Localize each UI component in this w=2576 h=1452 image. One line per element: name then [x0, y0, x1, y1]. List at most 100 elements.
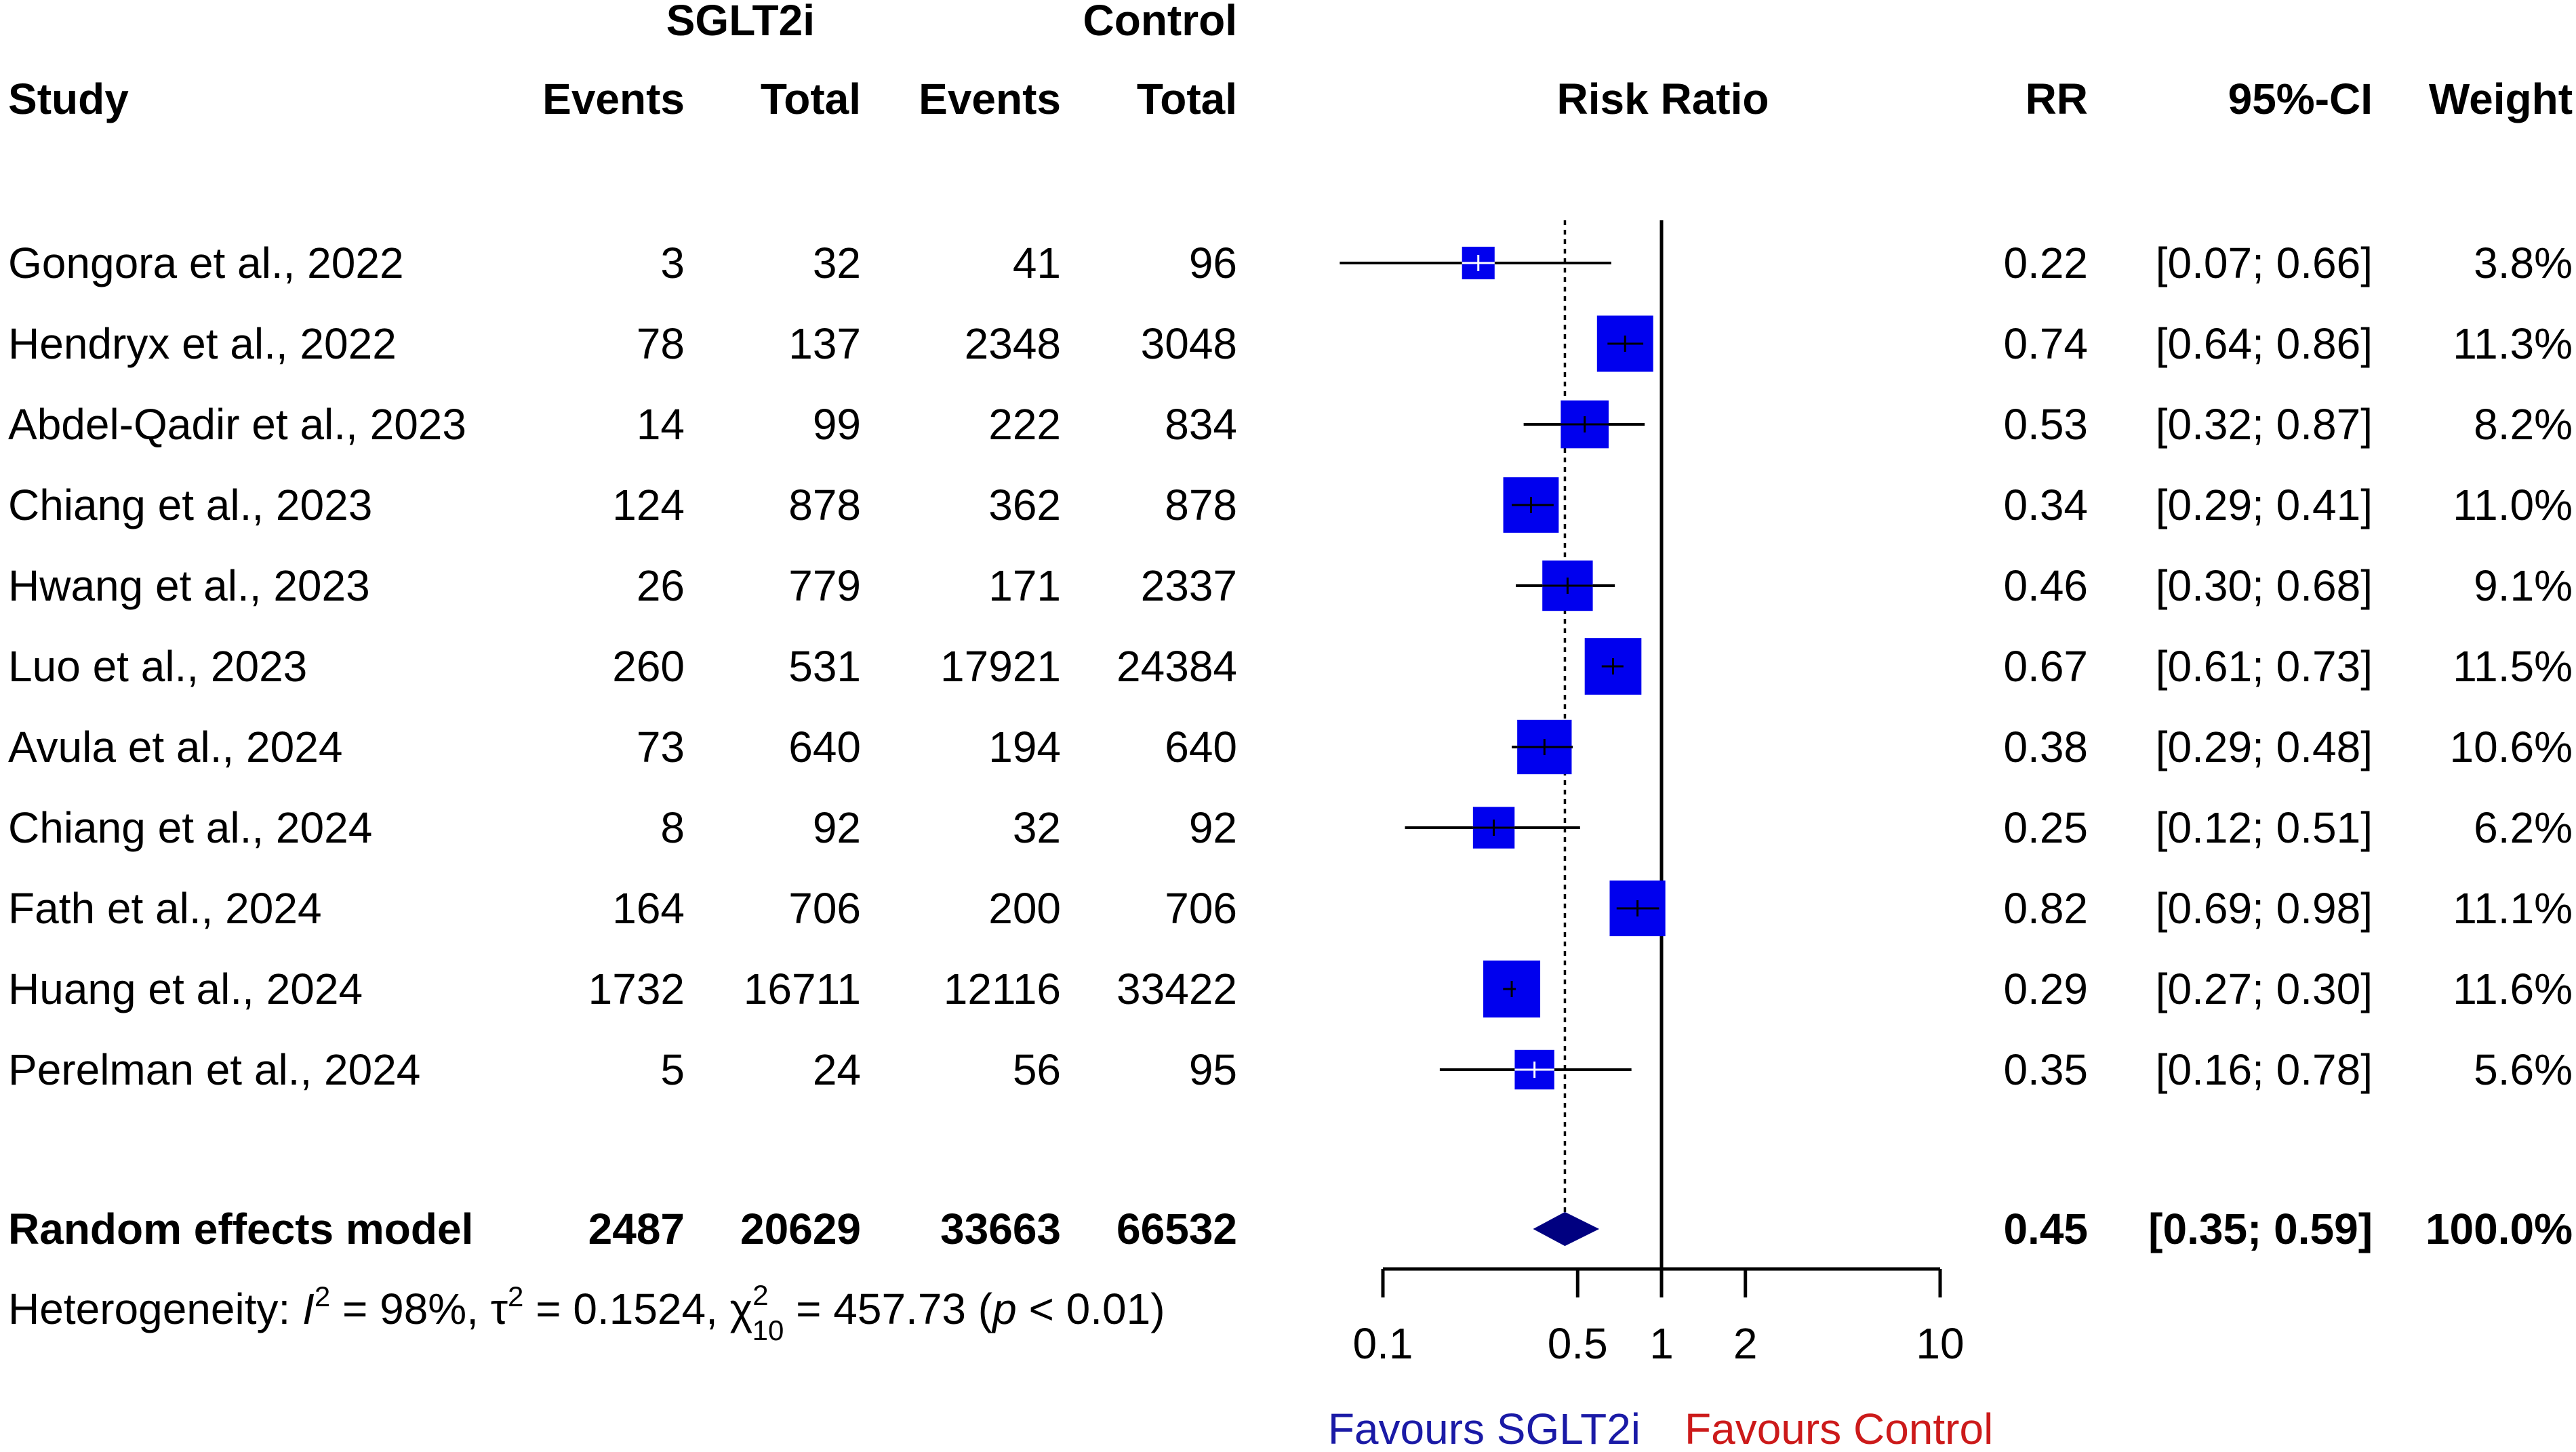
study-estimate-mark [1584, 638, 1642, 695]
pooled-ci-value: [0.35; 0.59] [2148, 1205, 2373, 1253]
study-row: Gongora et al., 2022 3 32 41 96 0.22 [0.07; 0.… [8, 239, 2573, 287]
treatment-events-value: 124 [612, 481, 685, 529]
control-total-value: 640 [1165, 723, 1237, 771]
study-name: Gongora et al., 2022 [8, 239, 404, 287]
x-axis-tick-label: 10 [1916, 1319, 1964, 1368]
control-events-value: 12116 [944, 965, 1061, 1013]
weight-value: 5.6% [2474, 1045, 2573, 1094]
control-events-value: 32 [1013, 803, 1061, 852]
treatment-group-header: SGLT2i [666, 0, 815, 45]
study-estimate-mark [1609, 880, 1666, 937]
study-estimate-mark [1516, 560, 1615, 611]
ci-value: [0.61; 0.73] [2156, 642, 2373, 691]
study-row: Hwang et al., 2023 26 779 171 2337 0.46 [0.30;… [8, 561, 2573, 610]
study-estimate-mark [1405, 807, 1580, 849]
study-row: Luo et al., 2023 260 531 17921 24384 0.67 [0.6… [8, 642, 2573, 691]
treatment-events-value: 14 [637, 400, 685, 449]
treatment-events-value: 26 [637, 561, 685, 610]
weight-value: 6.2% [2474, 803, 2573, 852]
study-estimate-mark [1512, 719, 1573, 775]
control-total-value: 92 [1189, 803, 1237, 852]
treatment-events-value: 5 [660, 1045, 685, 1094]
study-name: Abdel-Qadir et al., 2023 [8, 400, 466, 449]
treatment-total-header: Total [761, 75, 861, 123]
study-name: Chiang et al., 2023 [8, 481, 372, 529]
control-events-value: 2348 [965, 319, 1061, 368]
i2-symbol: I [302, 1285, 315, 1333]
control-total-value: 33422 [1116, 965, 1237, 1013]
tau-value: = 0.1524, [523, 1285, 729, 1333]
rr-value: 0.25 [2003, 803, 2088, 852]
treatment-events-value: 260 [612, 642, 685, 691]
control-total-value: 834 [1165, 400, 1237, 449]
tau-symbol: τ [491, 1285, 508, 1333]
chi-symbol: χ [730, 1285, 753, 1333]
study-name: Luo et al., 2023 [8, 642, 307, 691]
ci-value: [0.27; 0.30] [2156, 965, 2373, 1013]
rr-value: 0.22 [2003, 239, 2088, 287]
study-row: Perelman et al., 2024 5 24 56 95 0.35 [0.16; 0… [8, 1045, 2573, 1094]
x-axis-tick-label: 1 [1649, 1319, 1674, 1368]
treatment-events-header: Events [542, 75, 685, 123]
chi-value: = 457.73 ( [784, 1285, 992, 1333]
ci-value: [0.29; 0.48] [2156, 723, 2373, 771]
treatment-total-value: 706 [788, 884, 861, 933]
study-column-header: Study [8, 75, 129, 123]
study-row: Abdel-Qadir et al., 2023 14 99 222 834 0.53 [0… [8, 400, 2573, 449]
study-row: Chiang et al., 2024 8 92 32 92 0.25 [0.12; 0.5… [8, 803, 2573, 852]
pooled-label: Random effects model [8, 1205, 473, 1253]
control-events-value: 171 [988, 561, 1061, 610]
weight-value: 8.2% [2474, 400, 2573, 449]
pooled-rr-value: 0.45 [2003, 1205, 2088, 1253]
study-row: Fath et al., 2024 164 706 200 706 0.82 [0.69; … [8, 884, 2573, 933]
p-value: < 0.01) [1017, 1285, 1165, 1333]
weight-value: 11.3% [2453, 319, 2573, 368]
pooled-row: Random effects model 2487 20629 33663 66532 0… [8, 1205, 2573, 1253]
study-name: Hendryx et al., 2022 [8, 319, 397, 368]
i2-value: = 98%, [330, 1285, 491, 1333]
study-name: Avula et al., 2024 [8, 723, 342, 771]
x-axis-tick-label: 2 [1733, 1319, 1758, 1368]
control-total-value: 24384 [1116, 642, 1237, 691]
ci-column-header: 95%-CI [2228, 75, 2373, 123]
control-total-value: 2337 [1141, 561, 1237, 610]
ci-value: [0.16; 0.78] [2156, 1045, 2373, 1094]
control-events-value: 56 [1013, 1045, 1061, 1094]
study-estimate-mark [1503, 477, 1559, 533]
pooled-treatment-total: 20629 [740, 1205, 861, 1253]
control-events-header: Events [919, 75, 1061, 123]
control-events-value: 222 [988, 400, 1061, 449]
weight-value: 10.6% [2450, 723, 2573, 771]
risk-ratio-header: Risk Ratio [1557, 75, 1769, 123]
control-total-value: 95 [1189, 1045, 1237, 1094]
study-rows: Gongora et al., 2022 3 32 41 96 0.22 [0.07; 0.… [8, 239, 2573, 1253]
weight-value: 11.0% [2453, 481, 2573, 529]
rr-value: 0.29 [2003, 965, 2088, 1013]
weight-value: 11.1% [2453, 884, 2573, 933]
weight-column-header: Weight [2429, 75, 2573, 123]
favours-sglt2i-label: Favours SGLT2i [1328, 1405, 1641, 1452]
treatment-events-value: 78 [637, 319, 685, 368]
rr-value: 0.38 [2003, 723, 2088, 771]
control-total-value: 706 [1165, 884, 1237, 933]
study-name: Hwang et al., 2023 [8, 561, 370, 610]
treatment-events-value: 3 [660, 239, 685, 287]
x-axis-tick-label: 0.5 [1548, 1319, 1608, 1368]
treatment-events-value: 1732 [588, 965, 685, 1013]
weight-value: 3.8% [2474, 239, 2573, 287]
weight-value: 11.6% [2453, 965, 2573, 1013]
treatment-total-value: 640 [788, 723, 861, 771]
treatment-total-value: 878 [788, 481, 861, 529]
treatment-events-value: 164 [612, 884, 685, 933]
control-total-header: Total [1137, 75, 1237, 123]
pooled-control-events: 33663 [940, 1205, 1061, 1253]
study-name: Fath et al., 2024 [8, 884, 322, 933]
treatment-total-value: 32 [813, 239, 861, 287]
study-row: Chiang et al., 2023 124 878 362 878 0.34 [0.29… [8, 481, 2573, 529]
study-row: Avula et al., 2024 73 640 194 640 0.38 [0.29; … [8, 723, 2573, 771]
treatment-events-value: 8 [660, 803, 685, 852]
study-name: Huang et al., 2024 [8, 965, 363, 1013]
heterogeneity-text: Heterogeneity: I2 = 98%, τ2 = 0.1524, χ2… [8, 1279, 1165, 1346]
p-symbol: p [991, 1285, 1017, 1333]
